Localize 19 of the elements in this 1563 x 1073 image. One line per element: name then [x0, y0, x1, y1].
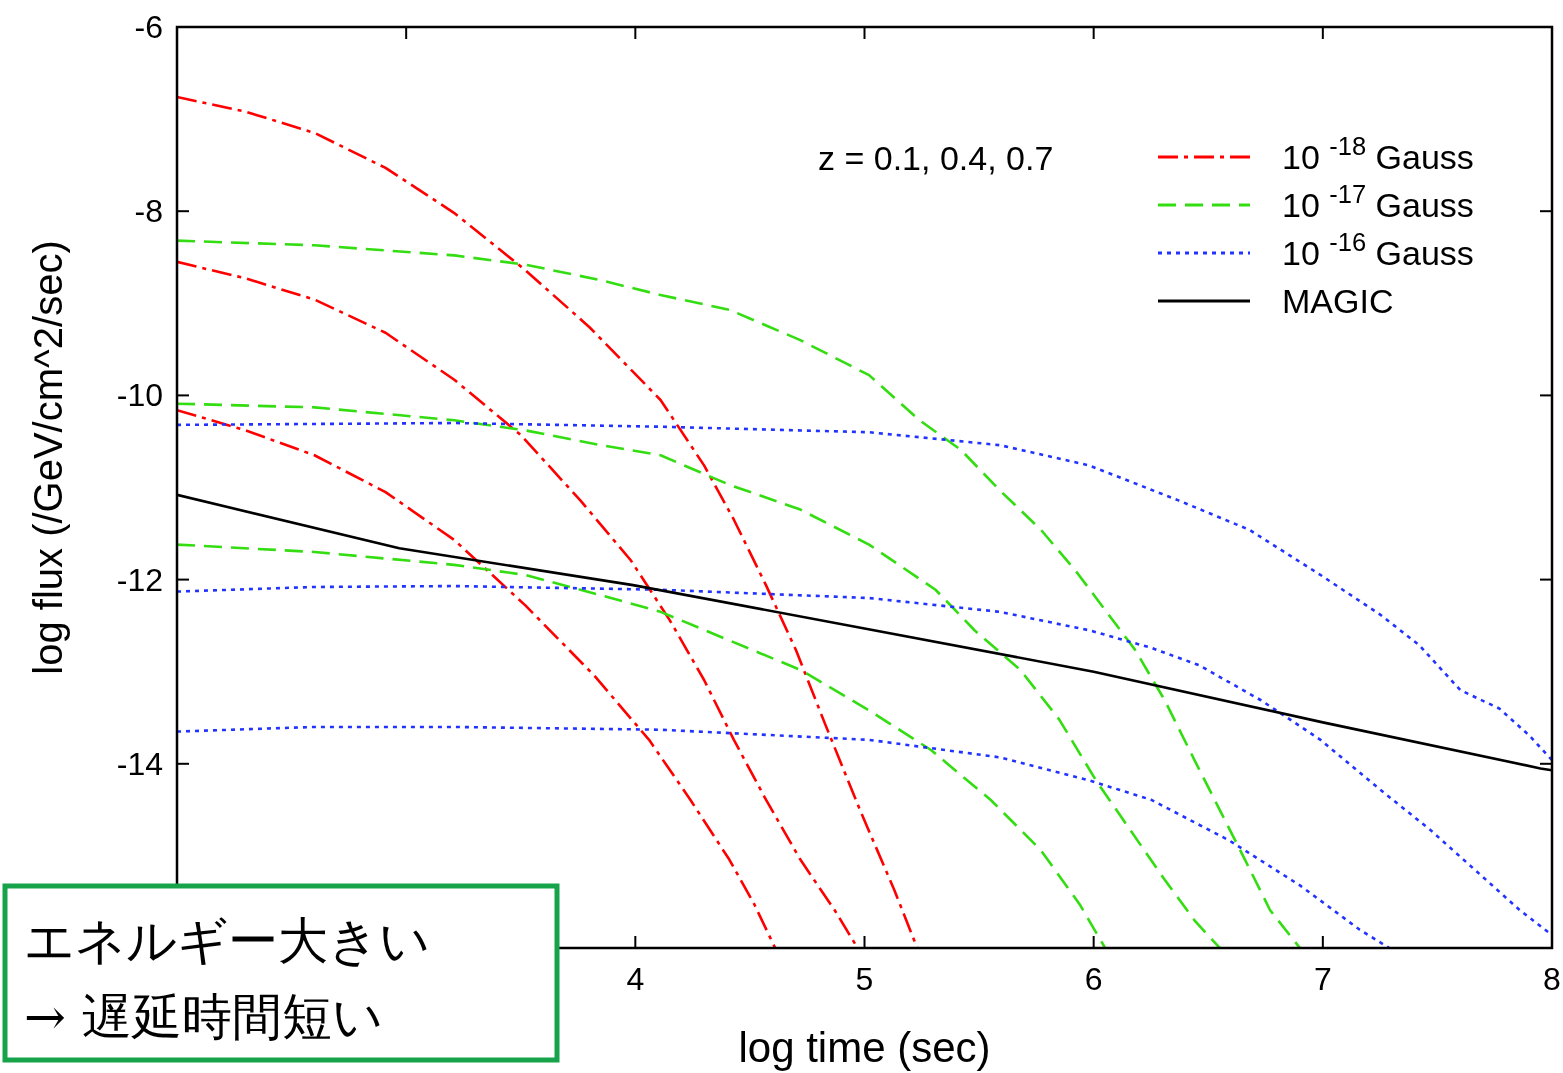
- x-tick-label: 4: [626, 961, 645, 997]
- y-tick-label: -8: [134, 193, 163, 230]
- legend-label: MAGIC: [1282, 282, 1394, 320]
- x-axis-title: log time (sec): [738, 1024, 991, 1071]
- x-tick-label: 6: [1084, 961, 1103, 997]
- note-box: エネルギー大きい → 遅延時間短い: [2, 883, 560, 1063]
- legend-label: 10 $^{-17}$ Gauss: [1282, 180, 1474, 224]
- y-tick-label: -12: [116, 561, 163, 598]
- y-tick-label: -14: [116, 745, 163, 782]
- x-tick-label: 8: [1543, 961, 1561, 997]
- y-axis-title: log flux (/GeV/cm^2/sec): [26, 240, 70, 675]
- x-tick-label: 7: [1313, 961, 1332, 997]
- annotation: z = 0.1, 0.4, 0.7: [818, 139, 1054, 177]
- y-tick-label: -10: [116, 377, 163, 414]
- legend-label: 10 $^{-18}$ Gauss: [1282, 132, 1474, 176]
- legend-label: 10 $^{-16}$ Gauss: [1282, 228, 1474, 272]
- x-tick-label: 5: [855, 961, 874, 997]
- annotation: エネルギー大きい → 遅延時間短い: [24, 912, 430, 1046]
- y-tick-label: -6: [134, 9, 163, 45]
